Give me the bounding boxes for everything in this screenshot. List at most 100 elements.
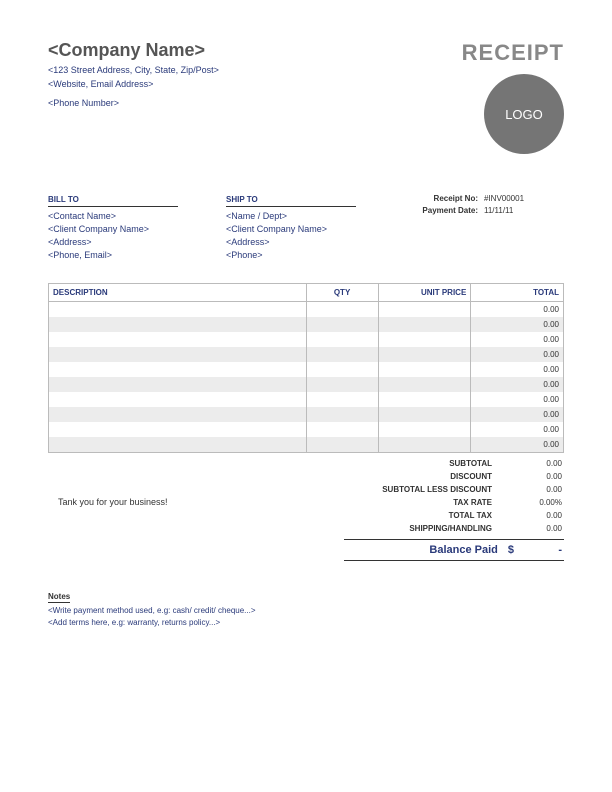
balance-currency: $ [508, 544, 522, 556]
total-row: SHIPPING/HANDLING0.00 [344, 522, 564, 535]
cell-desc [49, 317, 307, 332]
cell-qty [306, 407, 378, 422]
company-block: <Company Name> <123 Street Address, City… [48, 40, 219, 154]
header-total: TOTAL [471, 284, 564, 302]
bill-to-block: BILL TO <Contact Name> <Client Company N… [48, 194, 206, 263]
cell-price [378, 377, 471, 392]
company-phone: <Phone Number> [48, 98, 219, 110]
thank-you-message: Tank you for your business! [48, 457, 344, 561]
ship-to-line: <Phone> [226, 250, 384, 260]
balance-value: - [522, 544, 562, 556]
balance-row: Balance Paid $ - [344, 539, 564, 561]
cell-qty [306, 437, 378, 453]
info-row: BILL TO <Contact Name> <Client Company N… [48, 194, 564, 263]
payment-date-value: 11/11/11 [484, 206, 513, 215]
total-label: TAX RATE [346, 498, 512, 507]
ship-to-line: <Client Company Name> [226, 224, 384, 234]
cell-qty [306, 302, 378, 318]
total-value: 0.00 [512, 485, 562, 494]
company-name: <Company Name> [48, 40, 219, 61]
total-row: TOTAL TAX0.00 [344, 509, 564, 522]
summary-section: Tank you for your business! SUBTOTAL0.00… [48, 457, 564, 561]
table-row: 0.00 [49, 302, 564, 318]
cell-qty [306, 422, 378, 437]
cell-desc [49, 347, 307, 362]
header-description: DESCRIPTION [49, 284, 307, 302]
payment-date-label: Payment Date: [404, 206, 484, 215]
cell-qty [306, 332, 378, 347]
header-unit-price: UNIT PRICE [378, 284, 471, 302]
table-row: 0.00 [49, 437, 564, 453]
cell-total: 0.00 [471, 407, 564, 422]
receipt-block: RECEIPT LOGO [462, 40, 564, 154]
cell-total: 0.00 [471, 392, 564, 407]
totals-block: SUBTOTAL0.00DISCOUNT0.00SUBTOTAL LESS DI… [344, 457, 564, 561]
cell-total: 0.00 [471, 317, 564, 332]
company-web-email: <Website, Email Address> [48, 79, 219, 91]
ship-to-label: SHIP TO [226, 195, 356, 207]
cell-price [378, 332, 471, 347]
cell-qty [306, 362, 378, 377]
cell-total: 0.00 [471, 332, 564, 347]
notes-label: Notes [48, 592, 70, 603]
ship-to-line: <Address> [226, 237, 384, 247]
balance-label: Balance Paid [346, 544, 508, 556]
total-value: 0.00% [512, 498, 562, 507]
ship-to-line: <Name / Dept> [226, 211, 384, 221]
cell-price [378, 422, 471, 437]
receipt-title: RECEIPT [462, 40, 564, 66]
table-row: 0.00 [49, 422, 564, 437]
receipt-no-label: Receipt No: [404, 194, 484, 203]
notes-line: <Write payment method used, e.g: cash/ c… [48, 606, 564, 615]
total-value: 0.00 [512, 524, 562, 533]
table-row: 0.00 [49, 392, 564, 407]
cell-total: 0.00 [471, 347, 564, 362]
cell-price [378, 317, 471, 332]
ship-to-block: SHIP TO <Name / Dept> <Client Company Na… [226, 194, 384, 263]
cell-desc [49, 302, 307, 318]
total-row: SUBTOTAL LESS DISCOUNT0.00 [344, 483, 564, 496]
table-row: 0.00 [49, 332, 564, 347]
cell-desc [49, 407, 307, 422]
cell-price [378, 392, 471, 407]
bill-to-line: <Phone, Email> [48, 250, 206, 260]
cell-price [378, 407, 471, 422]
logo-text: LOGO [505, 107, 543, 122]
total-label: SUBTOTAL [346, 459, 512, 468]
table-row: 0.00 [49, 347, 564, 362]
cell-total: 0.00 [471, 422, 564, 437]
cell-total: 0.00 [471, 437, 564, 453]
total-label: SUBTOTAL LESS DISCOUNT [346, 485, 512, 494]
logo-placeholder: LOGO [484, 74, 564, 154]
bill-to-line: <Client Company Name> [48, 224, 206, 234]
cell-qty [306, 347, 378, 362]
cell-price [378, 302, 471, 318]
table-row: 0.00 [49, 317, 564, 332]
cell-desc [49, 392, 307, 407]
table-header-row: DESCRIPTION QTY UNIT PRICE TOTAL [49, 284, 564, 302]
total-row: TAX RATE0.00% [344, 496, 564, 509]
header-qty: QTY [306, 284, 378, 302]
notes-line: <Add terms here, e.g: warranty, returns … [48, 618, 564, 627]
total-value: 0.00 [512, 459, 562, 468]
cell-qty [306, 377, 378, 392]
cell-total: 0.00 [471, 302, 564, 318]
total-row: SUBTOTAL0.00 [344, 457, 564, 470]
total-row: DISCOUNT0.00 [344, 470, 564, 483]
bill-to-line: <Contact Name> [48, 211, 206, 221]
receipt-no-value: #INV00001 [484, 194, 524, 203]
cell-price [378, 362, 471, 377]
cell-price [378, 347, 471, 362]
cell-desc [49, 437, 307, 453]
meta-block: Receipt No: #INV00001 Payment Date: 11/1… [404, 194, 564, 263]
cell-total: 0.00 [471, 362, 564, 377]
table-row: 0.00 [49, 377, 564, 392]
total-label: DISCOUNT [346, 472, 512, 481]
total-label: TOTAL TAX [346, 511, 512, 520]
bill-to-line: <Address> [48, 237, 206, 247]
table-row: 0.00 [49, 407, 564, 422]
bill-to-label: BILL TO [48, 195, 178, 207]
table-row: 0.00 [49, 362, 564, 377]
cell-total: 0.00 [471, 377, 564, 392]
cell-desc [49, 377, 307, 392]
